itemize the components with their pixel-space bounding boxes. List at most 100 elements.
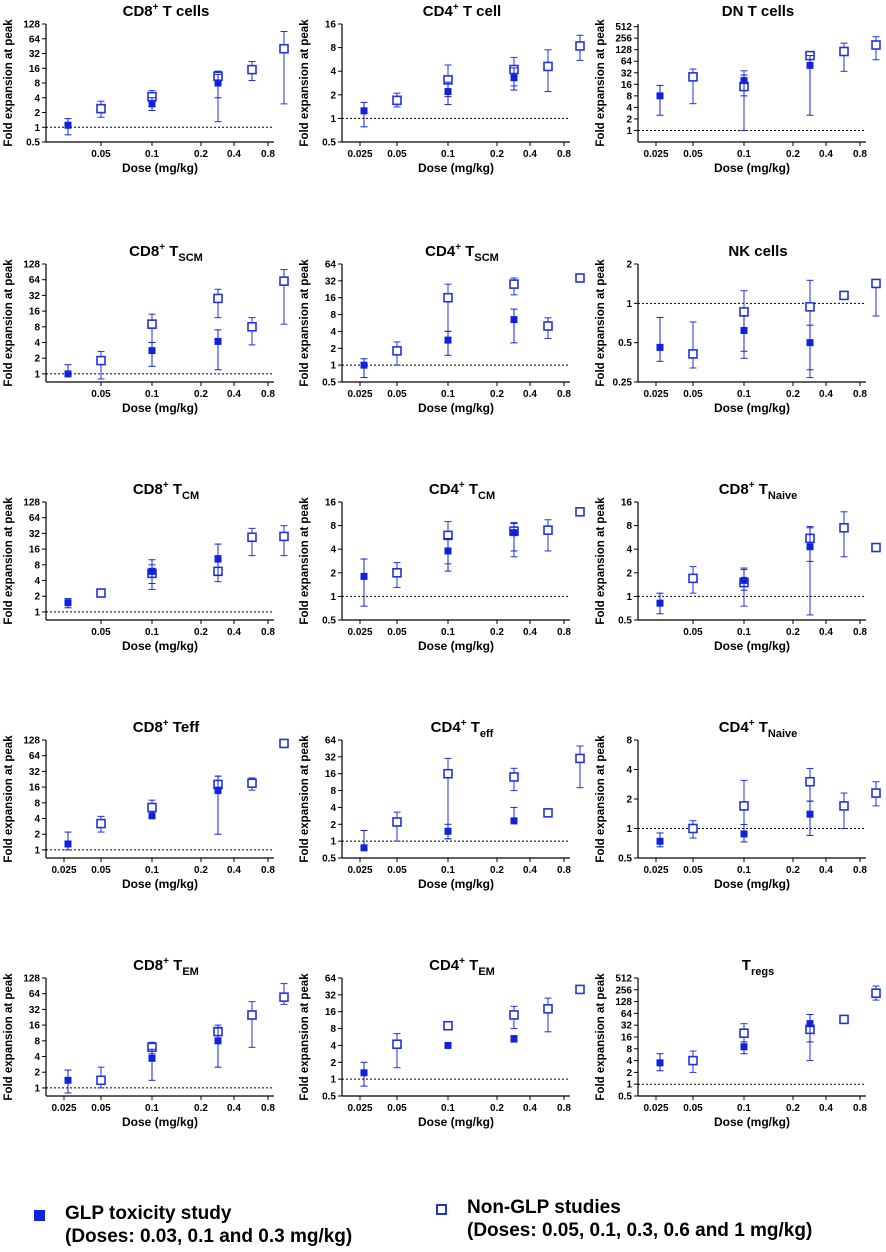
x-tick-label: 0.2 xyxy=(786,865,800,876)
y-tick-label: 0.5 xyxy=(322,616,336,627)
glp-point xyxy=(64,840,72,848)
nonglp-point xyxy=(443,768,453,779)
nonglp-point xyxy=(392,346,402,356)
x-tick-label: 0.4 xyxy=(819,389,833,400)
glp-point xyxy=(510,817,518,825)
nonglp-point xyxy=(509,772,519,782)
y-tick-label: 32 xyxy=(29,291,41,302)
y-tick-label: 64 xyxy=(325,736,337,747)
y-tick-label: 16 xyxy=(29,545,41,556)
x-tick-label: 0.2 xyxy=(490,627,504,638)
x-axis-label: Dose (mg/kg) xyxy=(122,877,198,891)
legend-item-nonglp: Non-GLP studies (Doses: 0.05, 0.1, 0.3, … xyxy=(436,1196,812,1242)
x-axis-label: Dose (mg/kg) xyxy=(418,877,494,891)
glp-point xyxy=(510,1035,518,1043)
y-tick-label: 8 xyxy=(34,1036,40,1047)
x-tick-label: 0.8 xyxy=(261,627,275,638)
x-tick-label: 0.1 xyxy=(145,389,159,400)
chart-title: Tregs xyxy=(742,957,774,978)
y-tick-label: 2 xyxy=(330,1058,336,1069)
nonglp-point xyxy=(96,103,106,114)
glp-point xyxy=(510,74,518,82)
nonglp-point xyxy=(575,984,585,995)
x-axis-label: Dose (mg/kg) xyxy=(122,639,198,653)
nonglp-point xyxy=(443,1020,453,1031)
x-axis-label: Dose (mg/kg) xyxy=(418,639,494,653)
nonglp-point xyxy=(392,95,402,106)
nonglp-point xyxy=(839,46,849,57)
nonglp-point xyxy=(279,531,289,542)
y-tick-label: 4 xyxy=(626,765,632,776)
y-tick-label: 128 xyxy=(615,997,632,1008)
chart-panel: CD4+ TSCM 0.5 1 2 4 8 16 32 64 0.025 0.05 0.1 0.2 0.4… xyxy=(299,242,585,415)
glp-point xyxy=(214,79,222,87)
x-tick-label: 0.2 xyxy=(786,627,800,638)
y-tick-label: 2 xyxy=(330,90,336,101)
x-tick-label: 0.4 xyxy=(523,627,537,638)
y-tick-label: 64 xyxy=(621,1009,633,1020)
glp-point xyxy=(148,347,156,355)
y-tick-label: 1 xyxy=(34,369,40,380)
nonglp-point xyxy=(96,355,106,366)
glp-point xyxy=(444,88,452,96)
glp-point xyxy=(360,844,368,852)
x-axis-label: Dose (mg/kg) xyxy=(122,401,198,415)
glp-point xyxy=(740,576,748,584)
x-axis-label: Dose (mg/kg) xyxy=(418,401,494,415)
x-tick-label: 0.05 xyxy=(683,389,703,400)
y-tick-label: 1 xyxy=(34,607,40,618)
x-tick-label: 0.05 xyxy=(91,865,111,876)
nonglp-point xyxy=(543,525,553,535)
glp-point xyxy=(740,1043,748,1051)
nonglp-point xyxy=(279,43,289,54)
y-tick-label: 16 xyxy=(29,1021,41,1032)
y-tick-label: 4 xyxy=(330,1041,336,1052)
x-tick-label: 0.4 xyxy=(523,1103,537,1114)
glp-point xyxy=(64,1076,72,1084)
glp-point xyxy=(214,337,222,345)
nonglp-point xyxy=(392,817,402,827)
glp-point xyxy=(444,336,452,344)
glp-point xyxy=(64,121,72,129)
glp-point xyxy=(214,786,222,794)
glp-point xyxy=(148,812,156,820)
y-tick-label: 128 xyxy=(23,20,40,31)
y-tick-label: 8 xyxy=(34,560,40,571)
x-tick-label: 0.025 xyxy=(643,389,668,400)
y-tick-label: 2 xyxy=(34,830,40,841)
nonglp-point xyxy=(688,72,698,82)
nonglp-point xyxy=(509,1010,519,1020)
y-tick-label: 1 xyxy=(626,592,632,603)
x-tick-label: 0.05 xyxy=(91,149,111,160)
y-tick-label: 4 xyxy=(34,93,40,104)
y-tick-label: 16 xyxy=(621,80,633,91)
chart-panel: CD4+ TNaive 0.5 1 2 4 8 0.025 0.05 0.1 0.2 0.4 0.8 D… xyxy=(595,718,881,891)
y-tick-label: 2 xyxy=(626,114,632,125)
glp-point xyxy=(510,529,518,537)
y-tick-label: 0.5 xyxy=(618,338,632,349)
y-tick-label: 4 xyxy=(330,327,336,338)
x-axis-label: Dose (mg/kg) xyxy=(714,877,790,891)
nonglp-point xyxy=(247,532,257,543)
chart-panel: CD4+ TEM 0.5 1 2 4 8 16 32 64 0.025 0.05 0.1 0.2 0.4 0… xyxy=(299,956,585,1129)
y-tick-label: 0.25 xyxy=(613,378,633,389)
y-tick-label: 16 xyxy=(29,307,41,318)
x-tick-label: 0.2 xyxy=(490,389,504,400)
nonglp-point xyxy=(279,992,289,1002)
y-tick-label: 4 xyxy=(330,67,336,78)
nonglp-point xyxy=(96,588,106,598)
x-tick-label: 0.025 xyxy=(643,1103,668,1114)
glp-point xyxy=(444,547,452,555)
glp-point xyxy=(806,543,814,551)
y-tick-label: 16 xyxy=(621,498,633,509)
x-tick-label: 0.025 xyxy=(347,389,372,400)
nonglp-point xyxy=(839,290,849,301)
x-axis-label: Dose (mg/kg) xyxy=(714,639,790,653)
y-axis-label: Fold expansion at peak xyxy=(3,497,15,625)
y-tick-label: 8 xyxy=(330,521,336,532)
chart-title: CD4+ TEM xyxy=(429,956,495,978)
y-tick-label: 64 xyxy=(29,751,41,762)
y-tick-label: 64 xyxy=(325,260,337,271)
glp-point xyxy=(656,599,664,607)
